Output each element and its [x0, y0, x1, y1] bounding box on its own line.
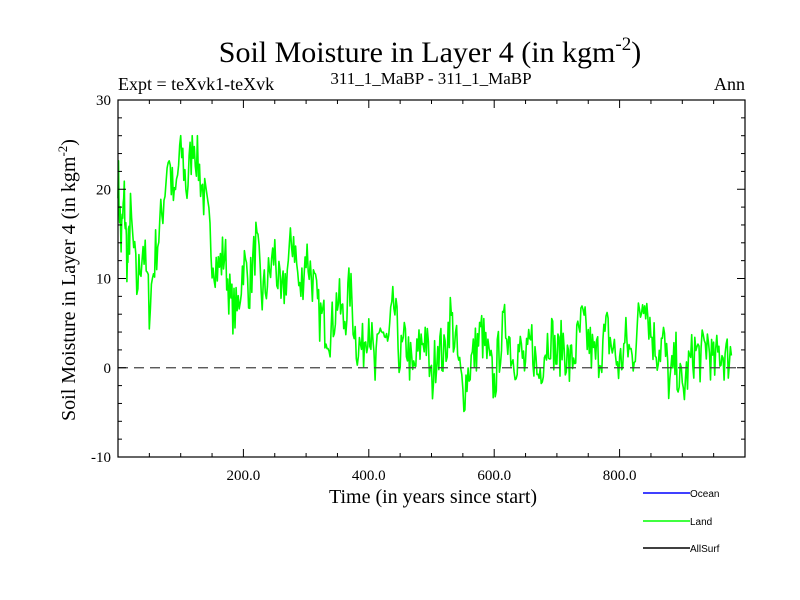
legend-label-allsurf: AllSurf	[690, 544, 720, 555]
y-tick-label: 10	[96, 272, 111, 288]
chart-title-sup: -2	[615, 34, 631, 55]
legend: Ocean Land AllSurf	[643, 489, 720, 555]
x-tick-label: 600.0	[477, 468, 511, 484]
chart-title: Soil Moisture in Layer 4 (in kgm-2)	[219, 34, 641, 69]
y-axis-label: Soil Moisture in Layer 4 (in kgm-2)	[55, 139, 80, 421]
legend-label-land: Land	[690, 517, 712, 528]
x-axis-label: Time (in years since start)	[329, 486, 537, 508]
series-line-land	[117, 134, 733, 413]
x-tick-label: 400.0	[352, 468, 386, 484]
subtitle-right: Ann	[714, 74, 745, 94]
y-tick-label: 0	[104, 361, 112, 377]
subtitle-center: 311_1_MaBP - 311_1_MaBP	[330, 69, 531, 88]
x-tick-label: 200.0	[227, 468, 261, 484]
y-tick-label: -10	[91, 450, 111, 466]
subtitle-left: Expt = teXvk1-teXvk	[118, 74, 274, 94]
y-tick-label: 30	[96, 93, 111, 109]
x-tick-label: 800.0	[603, 468, 637, 484]
plot-area: 200.0 400.0 600.0 800.0 -10 0 10 20 30	[91, 93, 746, 484]
y-axis-label-close: )	[58, 139, 80, 146]
legend-label-ocean: Ocean	[690, 489, 719, 500]
chart-title-close: )	[631, 36, 641, 69]
y-tick-label: 20	[96, 182, 111, 198]
y-axis-label-sup: -2	[55, 146, 70, 157]
